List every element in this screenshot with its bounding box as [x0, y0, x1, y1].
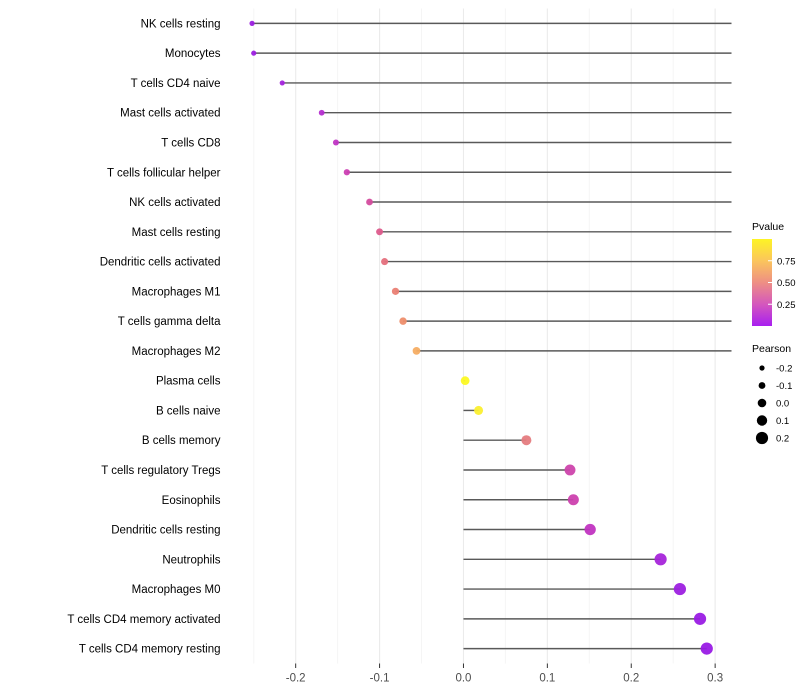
y-tick-label: NK cells resting	[141, 18, 221, 30]
data-point[interactable]: NK cells resting x=-0.252 P=0.02	[249, 20, 255, 26]
y-tick-label: T cells regulatory Tregs	[101, 465, 221, 477]
pearson-legend-label: -0.1	[776, 381, 792, 392]
x-tick-label: 0.2	[623, 673, 639, 685]
y-tick-label: B cells naive	[156, 405, 221, 417]
data-point[interactable]: Macrophages M0 x=0.258 P=0.04	[673, 582, 687, 596]
y-tick-label: Plasma cells	[156, 376, 221, 388]
y-tick-label: Macrophages M2	[132, 346, 221, 358]
pearson-size-legend: Pearson -0.2 -0.1 0.0 0.1 0.2	[752, 343, 792, 445]
data-point[interactable]: T cells follicular helper x=-0.139 P=0.1…	[343, 169, 350, 176]
x-tick-label: 0.1	[539, 673, 555, 685]
colorbar-tick-label: 0.25	[777, 300, 796, 311]
y-tick-label: Macrophages M0	[132, 584, 221, 596]
pvalue-colorbar-legend: Pvalue 0.75 0.50 0.25	[752, 221, 796, 326]
data-points: NK cells resting x=-0.252 P=0.02 Monocyte…	[249, 20, 713, 655]
data-point[interactable]: Dendritic cells activated x=-0.094 P=0.4	[381, 258, 389, 266]
colorbar-tick-label: 0.50	[777, 278, 796, 289]
data-point[interactable]: B cells memory x=0.075 P=0.44	[521, 435, 532, 446]
data-point[interactable]: Macrophages M2 x=-0.056 P=0.62	[412, 347, 421, 355]
colorbar-tick-label: 0.75	[777, 256, 796, 267]
y-tick-label: T cells CD8	[161, 137, 220, 149]
pearson-legend-label: -0.2	[776, 364, 792, 375]
x-tick-label: 0.3	[707, 673, 723, 685]
data-point[interactable]: Monocytes x=-0.25 P=0.03	[251, 50, 257, 56]
data-point[interactable]: Mast cells resting x=-0.1 P=0.32	[376, 228, 384, 236]
y-axis-tick-labels: NK cells resting Monocytes T cells CD4 nai…	[67, 18, 221, 655]
data-point[interactable]: Mast cells activated x=-0.169 P=0.1	[318, 109, 325, 116]
y-tick-label: T cells follicular helper	[107, 167, 221, 179]
data-point[interactable]: Eosinophils x=0.131 P=0.22	[567, 494, 579, 506]
pearson-legend-marker[interactable]	[757, 398, 767, 408]
y-tick-label: Monocytes	[165, 48, 221, 60]
data-point[interactable]: Macrophages M1 x=-0.081 P=0.47	[391, 287, 400, 295]
y-tick-label: Macrophages M1	[132, 286, 221, 298]
pvalue-colorbar-ramp	[752, 239, 772, 326]
data-point[interactable]: Dendritic cells resting x=0.151 P=0.16	[584, 523, 596, 536]
pearson-legend-marker[interactable]	[756, 415, 768, 426]
stem-segments	[252, 22, 732, 650]
x-tick-label: -0.2	[286, 673, 306, 685]
y-tick-label: T cells CD4 memory resting	[79, 644, 221, 656]
data-point[interactable]: Neutrophils x=0.235 P=0.06	[654, 553, 667, 566]
data-point[interactable]: T cells CD4 memory activated x=0.282 P=0…	[693, 612, 707, 625]
pearson-legend-marker[interactable]	[758, 382, 766, 389]
pearson-legend-title: Pearson	[752, 343, 791, 355]
y-tick-label: NK cells activated	[129, 197, 220, 209]
data-point[interactable]: T cells regulatory Tregs x=0.127 P=0.23	[564, 464, 576, 476]
pearson-legend-label: 0.2	[776, 434, 789, 445]
y-tick-label: T cells CD4 memory activated	[67, 614, 220, 626]
x-tick-label: 0.0	[455, 673, 471, 685]
y-tick-label: T cells gamma delta	[118, 316, 221, 328]
x-axis: -0.2 -0.1 0.0 0.1 0.2 0.3	[286, 663, 723, 685]
y-tick-label: Neutrophils	[162, 554, 220, 566]
grid-major-vertical	[295, 8, 716, 664]
data-point[interactable]: T cells CD8 x=-0.152 P=0.14	[332, 139, 339, 146]
data-point[interactable]: NK cells activated x=-0.112 P=0.26	[366, 198, 373, 206]
pearson-legend-label: 0.0	[776, 399, 789, 410]
y-tick-label: Dendritic cells resting	[111, 525, 220, 537]
pvalue-legend-title: Pvalue	[752, 221, 784, 233]
data-point[interactable]: T cells gamma delta x=-0.072 P=0.53	[399, 317, 407, 325]
pearson-legend-marker[interactable]	[755, 431, 769, 445]
pearson-legend-label: 0.1	[776, 416, 789, 427]
y-tick-label: Eosinophils	[162, 495, 221, 507]
y-tick-label: B cells memory	[142, 435, 221, 447]
data-point[interactable]: T cells CD4 naive x=-0.216 P=0.05	[279, 80, 285, 86]
y-tick-label: Dendritic cells activated	[100, 257, 221, 269]
data-point[interactable]: T cells CD4 memory resting x=0.29 P=0.01	[700, 642, 713, 655]
grid-minor-vertical	[253, 8, 674, 664]
y-tick-label: T cells CD4 naive	[131, 78, 221, 90]
data-point[interactable]: B cells naive x=0.018 P=0.95	[474, 405, 484, 415]
x-tick-label: -0.1	[370, 673, 390, 685]
pearson-legend-marker[interactable]	[759, 365, 765, 371]
y-tick-label: Mast cells resting	[132, 227, 221, 239]
y-tick-label: Mast cells activated	[120, 108, 220, 120]
data-point[interactable]: Plasma cells x=0.002 P=0.99	[460, 376, 470, 386]
plot-panel-background	[231, 8, 732, 664]
